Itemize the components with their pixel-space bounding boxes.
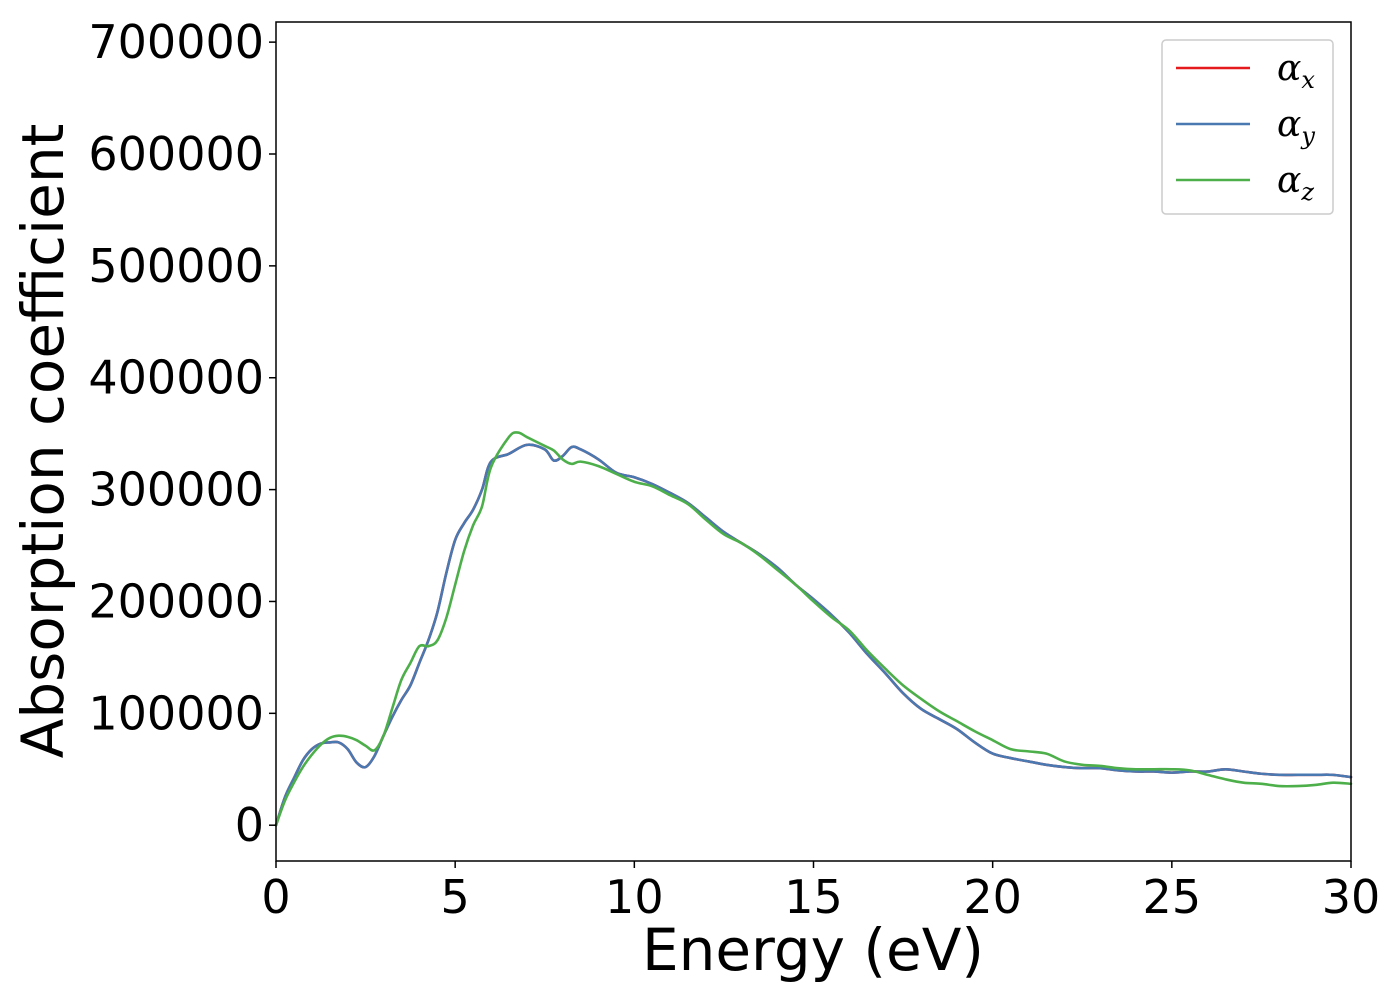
x-tick-label: 0: [261, 870, 290, 924]
y-axis-ticks: 0 100000 200000 300000 400000 500000 600000 700…: [88, 15, 276, 852]
legend-label-alpha-x: αx: [1277, 48, 1315, 94]
x-tick-label: 30: [1322, 870, 1381, 924]
series-line-alpha-x: [274, 443, 1353, 827]
y-axis-label: Absorption coefficient: [9, 124, 77, 759]
y-tick-label: 700000: [88, 15, 264, 69]
x-tick-label: 10: [605, 870, 664, 924]
y-tick-label: 100000: [88, 686, 264, 740]
x-axis-ticks: 0 5 10 15 20 25 30: [261, 861, 1380, 924]
y-tick-label: 400000: [88, 351, 264, 405]
y-tick-label: 200000: [88, 574, 264, 628]
y-tick-label: 600000: [88, 127, 264, 181]
series-line-alpha-z: [274, 431, 1353, 827]
y-tick-label: 0: [235, 798, 264, 852]
x-axis-label: Energy (eV): [642, 916, 984, 984]
x-tick-label: 15: [784, 870, 843, 924]
x-tick-label: 25: [1143, 870, 1202, 924]
y-tick-label: 300000: [88, 463, 264, 517]
series-layer: [274, 431, 1353, 827]
legend: αx αy αz: [1161, 39, 1334, 215]
x-tick-label: 5: [441, 870, 470, 924]
legend-box: [1161, 39, 1334, 215]
legend-label-alpha-z: αz: [1277, 160, 1314, 206]
series-line-alpha-y: [274, 443, 1353, 827]
x-tick-label: 20: [963, 870, 1022, 924]
legend-items: αx αy αz: [1176, 48, 1315, 206]
legend-label-alpha-y: αy: [1277, 104, 1315, 150]
y-tick-label: 500000: [88, 239, 264, 293]
